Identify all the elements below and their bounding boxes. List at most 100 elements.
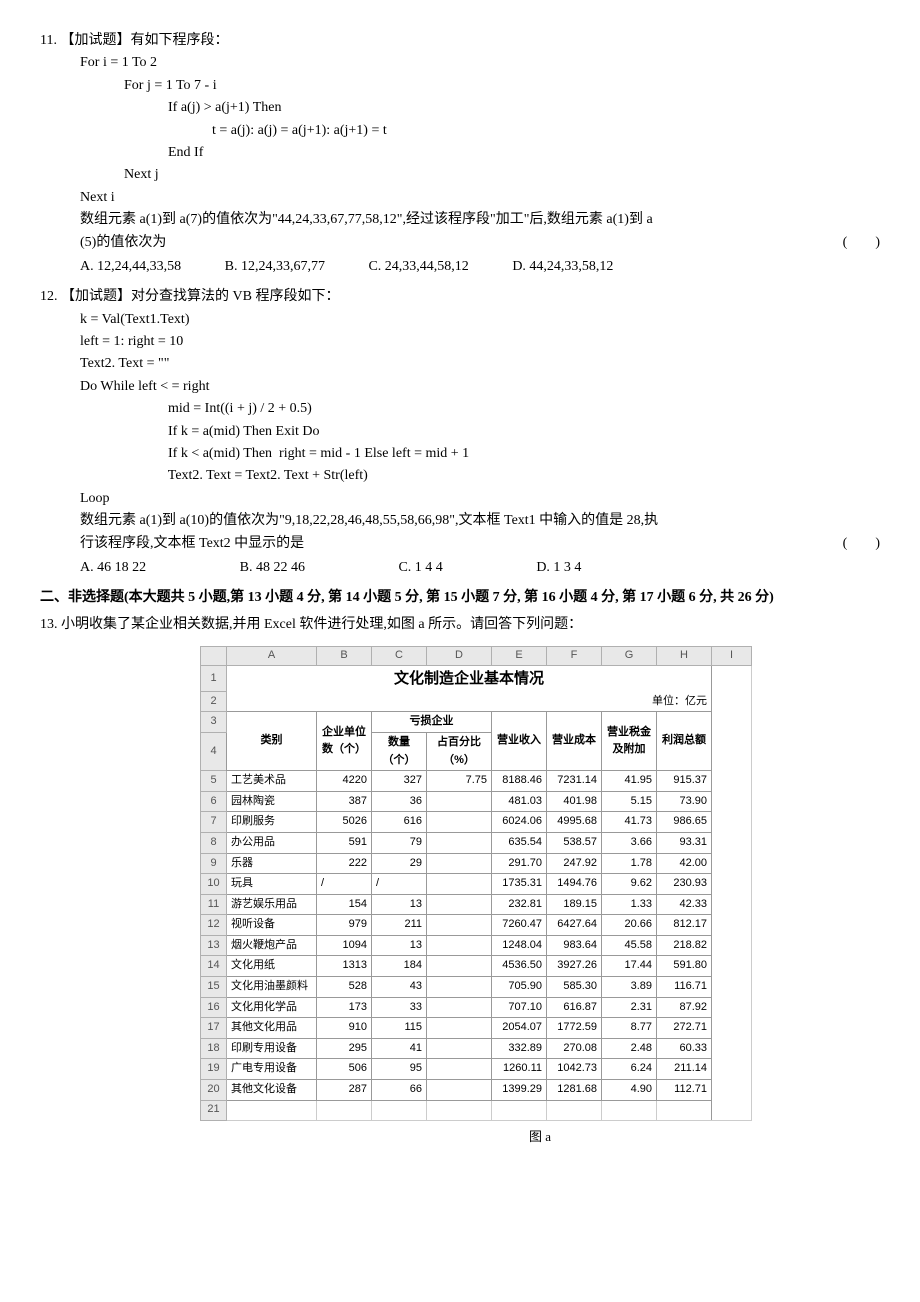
table-cell: 4.90: [602, 1080, 657, 1101]
q11-opt-b: B. 12,24,33,67,77: [225, 256, 325, 278]
q11-opt-a: A. 12,24,44,33,58: [80, 256, 181, 278]
table-cell: 115: [372, 1018, 427, 1039]
table-row: 10玩具//1735.311494.769.62230.93: [201, 874, 752, 895]
question-13: 13. 小明收集了某企业相关数据,并用 Excel 软件进行处理,如图 a 所示…: [40, 614, 880, 636]
table-cell: 33: [372, 997, 427, 1018]
table-row: 15文化用油墨颜料52843705.90585.303.89116.71: [201, 977, 752, 998]
table-cell: 538.57: [547, 832, 602, 853]
table-cell: [427, 956, 492, 977]
hdr-loss-n: 数量（个）: [372, 732, 427, 770]
table-cell: [427, 791, 492, 812]
table-cell: 93.31: [657, 832, 712, 853]
table-cell: 1494.76: [547, 874, 602, 895]
q12-code-1: left = 1: right = 10: [80, 331, 880, 353]
table-cell: 4536.50: [492, 956, 547, 977]
table-cell: [317, 1100, 372, 1120]
row-number: 20: [201, 1080, 227, 1101]
table-row: 18印刷专用设备29541332.89270.082.4860.33: [201, 1038, 752, 1059]
table-cell: [427, 1059, 492, 1080]
table-cell: 2.31: [602, 997, 657, 1018]
table-cell: 2.48: [602, 1038, 657, 1059]
table-cell: 6.24: [602, 1059, 657, 1080]
table-cell: 232.81: [492, 894, 547, 915]
table-cell: 园林陶瓷: [227, 791, 317, 812]
col-corner: [201, 647, 227, 666]
table-cell: 7.75: [427, 771, 492, 792]
col-header-row: A B C D E F G H I: [201, 647, 752, 666]
table-cell: 1260.11: [492, 1059, 547, 1080]
col-I-blank: [712, 665, 752, 1120]
row-number: 15: [201, 977, 227, 998]
col-D: D: [427, 647, 492, 666]
table-cell: 211.14: [657, 1059, 712, 1080]
row-3: 3: [201, 712, 227, 733]
table-cell: 43: [372, 977, 427, 998]
unit-row: 2 单位：亿元: [201, 692, 752, 712]
table-cell: [427, 894, 492, 915]
table-cell: [372, 1100, 427, 1120]
table-cell: 87.92: [657, 997, 712, 1018]
table-cell: 184: [372, 956, 427, 977]
table-cell: 3927.26: [547, 956, 602, 977]
table-cell: 1.33: [602, 894, 657, 915]
q12-code-5: If k = a(mid) Then Exit Do: [140, 421, 880, 443]
table-cell: 1735.31: [492, 874, 547, 895]
row-number: 11: [201, 894, 227, 915]
table-cell: 705.90: [492, 977, 547, 998]
table-row-empty: 21: [201, 1100, 752, 1120]
table-cell: 95: [372, 1059, 427, 1080]
table-cell: 189.15: [547, 894, 602, 915]
q11-options: A. 12,24,44,33,58 B. 12,24,33,67,77 C. 2…: [80, 256, 880, 278]
hdr-units: 企业单位数（个）: [317, 712, 372, 771]
table-cell: 9.62: [602, 874, 657, 895]
table-row: 5工艺美术品42203277.758188.467231.1441.95915.…: [201, 771, 752, 792]
row-number: 16: [201, 997, 227, 1018]
col-C: C: [372, 647, 427, 666]
table-cell: 79: [372, 832, 427, 853]
q12-options: A. 46 18 22 B. 48 22 46 C. 1 4 4 D. 1 3 …: [80, 557, 880, 579]
table-cell: 29: [372, 853, 427, 874]
row-number: 14: [201, 956, 227, 977]
excel-table-container: A B C D E F G H I 1 文化制造企业基本情况 2 单位：亿元: [200, 646, 880, 1147]
row-number: 19: [201, 1059, 227, 1080]
table-cell: 979: [317, 915, 372, 936]
table-cell: [427, 1038, 492, 1059]
table-cell: [427, 853, 492, 874]
table-cell: 112.71: [657, 1080, 712, 1101]
row-number: 12: [201, 915, 227, 936]
table-cell: 591: [317, 832, 372, 853]
table-cell: 3.89: [602, 977, 657, 998]
q12-desc1: 数组元素 a(1)到 a(10)的值依次为"9,18,22,28,46,48,5…: [80, 510, 880, 532]
q11-code-4: End If: [140, 142, 880, 164]
row-number: 7: [201, 812, 227, 833]
table-cell: 332.89: [492, 1038, 547, 1059]
hdr-loss: 亏损企业: [372, 712, 492, 733]
table-cell: 1281.68: [547, 1080, 602, 1101]
table-cell: 42.00: [657, 853, 712, 874]
table-cell: 3.66: [602, 832, 657, 853]
table-cell: 247.92: [547, 853, 602, 874]
table-cell: 1094: [317, 935, 372, 956]
hdr-tax: 营业税金及附加: [602, 712, 657, 771]
table-cell: [492, 1100, 547, 1120]
row-number: 6: [201, 791, 227, 812]
table-cell: 707.10: [492, 997, 547, 1018]
header-row-3: 3 类别 企业单位数（个） 亏损企业 营业收入 营业成本 营业税金及附加 利润总…: [201, 712, 752, 733]
table-cell: 1.78: [602, 853, 657, 874]
row-1: 1: [201, 665, 227, 692]
table-cell: [547, 1100, 602, 1120]
table-row: 13烟火鞭炮产品1094131248.04983.6445.58218.82: [201, 935, 752, 956]
q11-code-1: For j = 1 To 7 - i: [110, 75, 880, 97]
table-cell: 73.90: [657, 791, 712, 812]
col-I: I: [712, 647, 752, 666]
q12-prompt: 对分查找算法的 VB 程序段如下：: [131, 289, 339, 304]
table-cell: 36: [372, 791, 427, 812]
q12-desc2: 行该程序段,文本框 Text2 中显示的是: [80, 536, 304, 551]
q11-code-5: Next j: [110, 164, 880, 186]
table-unit: 单位：亿元: [227, 692, 712, 712]
table-cell: 986.65: [657, 812, 712, 833]
q12-code-8: Loop: [80, 488, 880, 510]
row-number: 18: [201, 1038, 227, 1059]
table-row: 20其他文化设备287661399.291281.684.90112.71: [201, 1080, 752, 1101]
title-row: 1 文化制造企业基本情况: [201, 665, 752, 692]
